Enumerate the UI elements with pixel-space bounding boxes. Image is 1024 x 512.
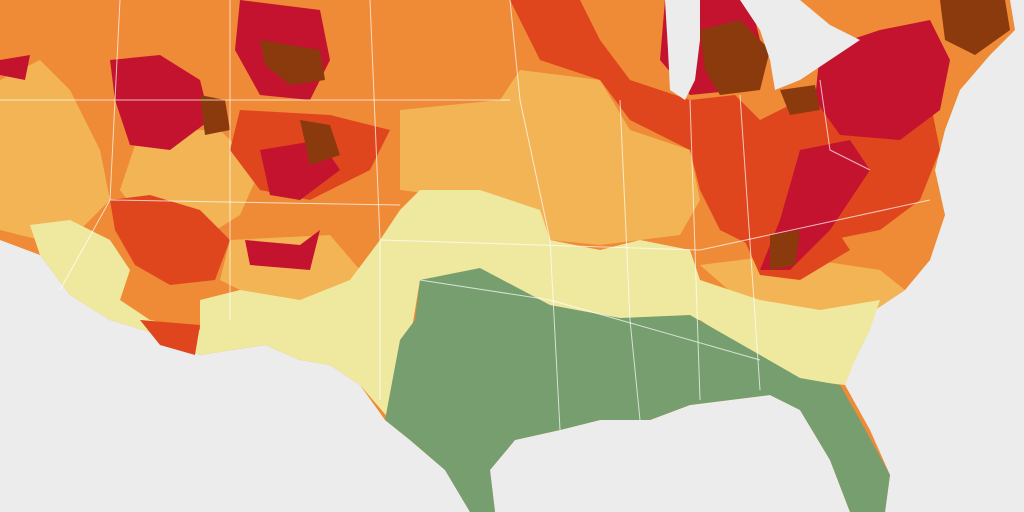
region-red	[110, 195, 230, 285]
state-border	[379, 199, 931, 251]
region-brown	[940, 0, 1010, 55]
state-border	[739, 94, 761, 391]
lake-michigan	[665, 0, 700, 100]
region-crimson	[0, 55, 30, 80]
region-brown	[700, 20, 770, 95]
state-border	[689, 99, 701, 401]
state-border	[509, 0, 561, 431]
region-light-orange	[700, 255, 905, 310]
region-brown	[300, 120, 340, 165]
region-red	[140, 320, 200, 355]
region-pale-yellow	[30, 190, 880, 420]
region-brown	[260, 40, 325, 85]
region-brown	[770, 230, 800, 270]
region-crimson	[245, 230, 320, 270]
region-light-orange	[0, 60, 110, 240]
state-border	[419, 279, 761, 361]
region-brown	[200, 95, 230, 135]
state-border	[819, 79, 871, 171]
region-brown	[780, 85, 820, 115]
state-border	[109, 199, 401, 206]
state-border	[619, 99, 641, 421]
lake-huron-erie	[740, 0, 860, 90]
state-borders	[0, 0, 931, 431]
region-crimson	[815, 20, 950, 140]
region-crimson	[110, 55, 210, 150]
